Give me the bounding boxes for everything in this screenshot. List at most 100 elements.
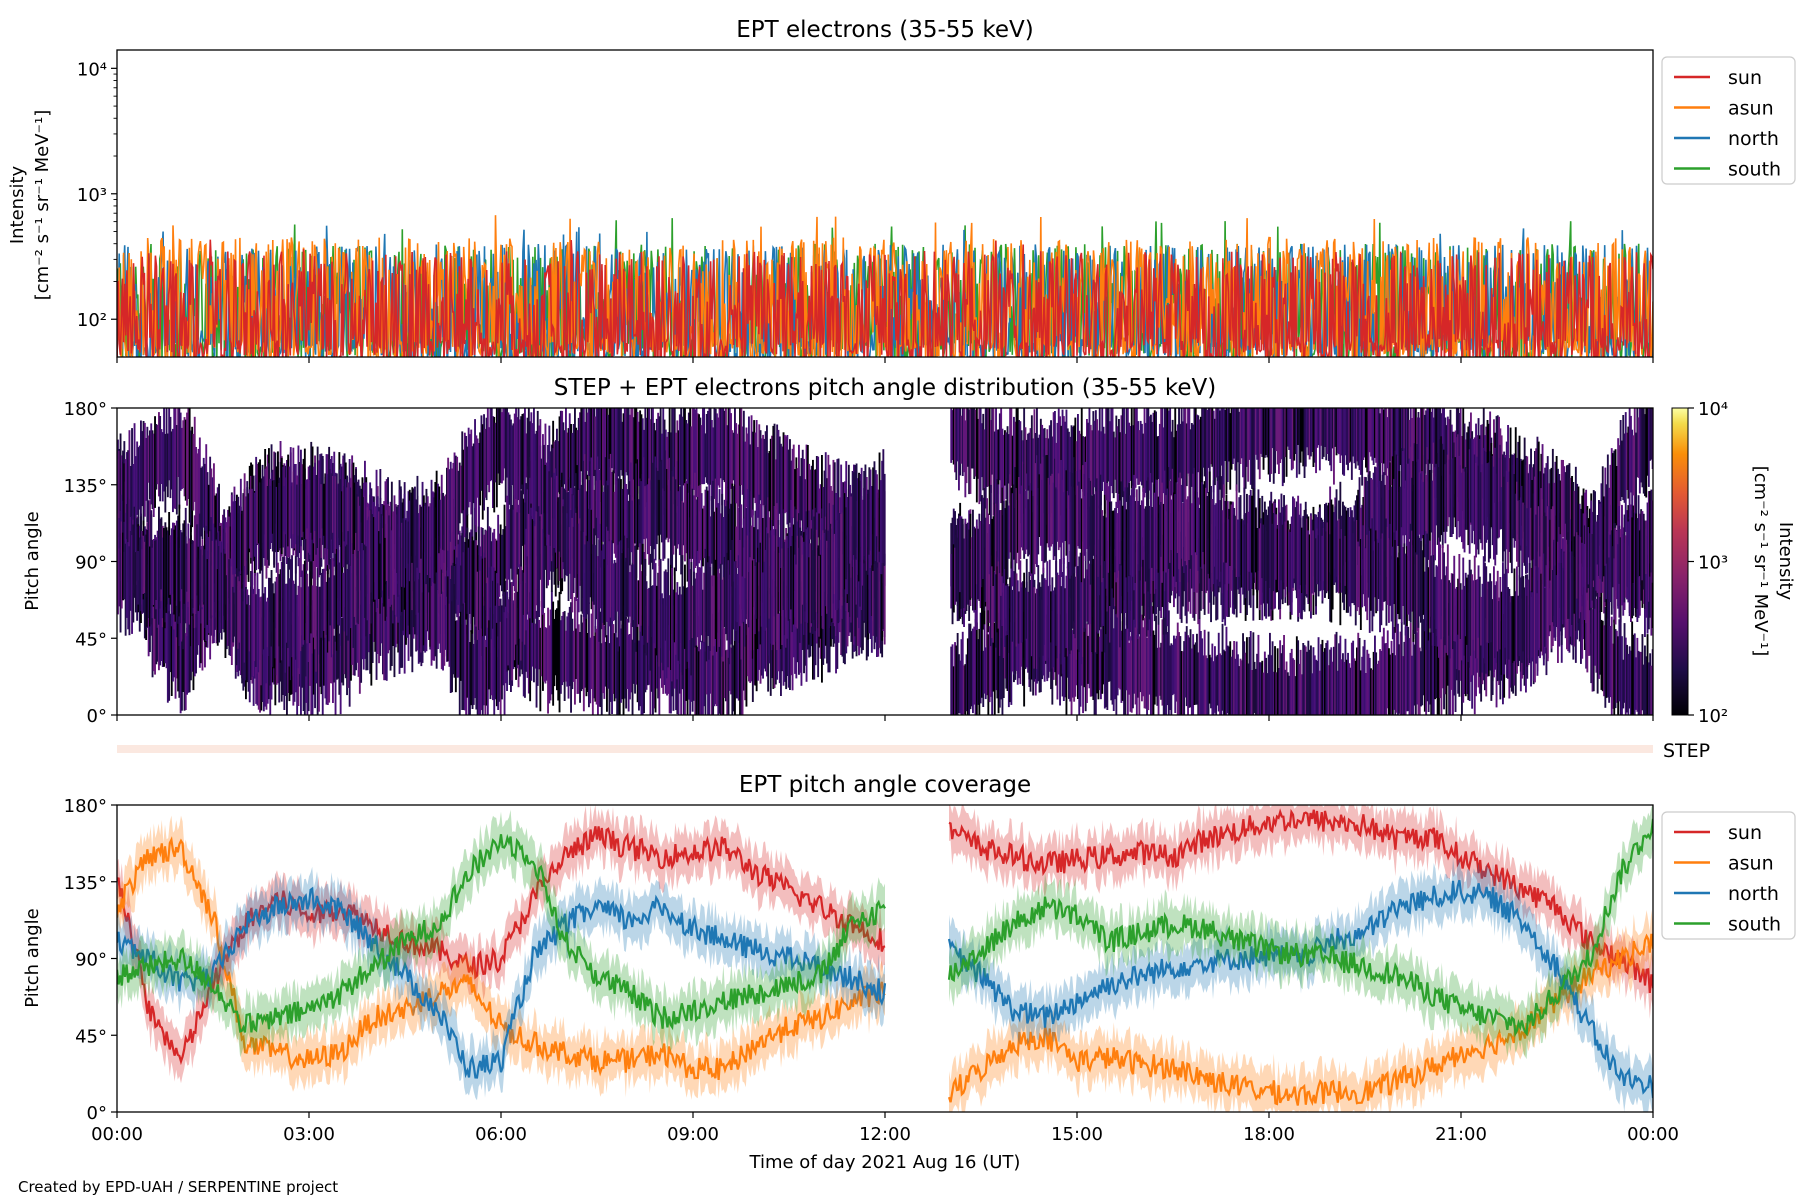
heatmap-cell: [440, 593, 443, 670]
heatmap-cell: [183, 520, 186, 604]
heatmap-cell: [1325, 408, 1328, 461]
heatmap-cell: [461, 431, 464, 514]
heatmap-cell: [415, 499, 418, 569]
heatmap-cell: [748, 529, 750, 581]
heatmap-cell: [1368, 408, 1371, 453]
heatmap-cell: [983, 429, 986, 510]
heatmap-cell: [958, 654, 960, 713]
heatmap-cell: [1416, 554, 1419, 632]
heatmap-cell: [1472, 580, 1475, 640]
heatmap-cell: [1555, 456, 1558, 563]
heatmap-cell: [510, 486, 512, 569]
heatmap-cell: [673, 605, 676, 689]
heatmap-cell: [1170, 512, 1173, 596]
heatmap-cell: [1438, 467, 1440, 561]
heatmap-cell: [160, 580, 163, 661]
heatmap-cell: [644, 616, 647, 693]
heatmap-cell: [1157, 496, 1160, 573]
heatmap-cell: [1176, 544, 1179, 614]
heatmap-cell: [320, 572, 323, 638]
heatmap-cell: [1249, 631, 1252, 715]
heatmap-cell: [552, 601, 555, 706]
heatmap-cell: [1148, 505, 1151, 569]
heatmap-cell: [654, 456, 657, 561]
heatmap-cell: [297, 445, 300, 536]
heatmap-cell: [824, 591, 827, 646]
heatmap-cell: [860, 524, 863, 610]
heatmap-cell: [1464, 467, 1467, 530]
heatmap-cell: [1119, 500, 1122, 564]
heatmap-cell: [1416, 444, 1419, 558]
heatmap-cell: [1455, 437, 1458, 540]
heatmap-cell: [566, 513, 569, 577]
heatmap-cell: [1331, 661, 1334, 715]
heatmap-cell: [617, 614, 620, 715]
heatmap-cell: [608, 541, 611, 627]
heatmap-cell: [123, 463, 126, 563]
heatmap-cell: [393, 556, 396, 678]
heatmap-cell: [623, 535, 626, 623]
heatmap-cell: [485, 583, 488, 667]
heatmap-cell: [401, 592, 404, 668]
heatmap-cell: [1549, 580, 1552, 626]
heatmap-cell: [1128, 482, 1131, 577]
heatmap-cell: [142, 535, 145, 594]
heatmap-cell: [671, 471, 674, 576]
heatmap-cell: [708, 556, 711, 660]
heatmap-cell: [981, 495, 983, 588]
x-axis: 00:00 03:00 06:00 09:00 12:00 15:00 18:00 21:00…: [91, 357, 1679, 1145]
heatmap-cell: [1175, 430, 1178, 521]
xtick-label: 09:00: [667, 1124, 719, 1145]
heatmap-cell: [876, 536, 878, 637]
heatmap-cell: [1434, 467, 1436, 561]
heatmap-cell: [513, 413, 516, 496]
heatmap-cell: [446, 540, 448, 627]
heatmap-cell: [397, 507, 400, 597]
heatmap-cell: [1613, 529, 1616, 623]
heatmap-cell: [1000, 619, 1003, 700]
heatmap-cell: [1182, 503, 1184, 567]
heatmap-cell: [1404, 627, 1407, 715]
heatmap-cell: [704, 628, 707, 715]
heatmap-cell: [1395, 625, 1398, 713]
heatmap-cell: [169, 613, 172, 673]
heatmap-cell: [1470, 569, 1472, 656]
heatmap-cell: [458, 462, 461, 524]
heatmap-cell: [312, 466, 315, 544]
heatmap-cell: [186, 627, 188, 695]
panel3-y-axis: 0°45°90°135°180°: [64, 796, 117, 1124]
heatmap-cell: [818, 555, 821, 637]
heatmap-cell: [1036, 588, 1038, 669]
heatmap-cell: [1057, 473, 1060, 551]
heatmap-cell: [1623, 623, 1626, 703]
heatmap-cell: [1348, 408, 1351, 463]
heatmap-cell: [1194, 642, 1197, 705]
heatmap-cell: [993, 622, 996, 715]
heatmap-cell: [288, 466, 291, 558]
heatmap-cell: [1310, 645, 1312, 715]
heatmap-cell: [1142, 537, 1145, 621]
heatmap-cell: [498, 605, 501, 702]
heatmap-cell: [768, 517, 771, 618]
heatmap-cell: [1124, 628, 1127, 715]
heatmap-cell: [1514, 493, 1517, 541]
heatmap-cell: [1116, 426, 1119, 508]
heatmap-cell: [499, 524, 502, 586]
heatmap-cell: [693, 495, 695, 581]
heatmap-cell: [1397, 623, 1399, 715]
heatmap-cell: [414, 541, 416, 635]
heatmap-cell: [188, 408, 191, 523]
heatmap-cell: [686, 483, 689, 582]
heatmap-cell: [1112, 510, 1115, 598]
heatmap-cell: [1555, 575, 1558, 623]
heatmap-cell: [1541, 563, 1544, 656]
heatmap-cell: [205, 525, 208, 641]
heatmap-cell: [1088, 478, 1091, 561]
heatmap-cell: [1617, 636, 1620, 715]
heatmap-cell: [809, 469, 812, 540]
heatmap-cell: [463, 549, 466, 649]
heatmap-cell: [1624, 637, 1627, 715]
heatmap-cell: [444, 563, 447, 634]
heatmap-cell: [535, 430, 538, 512]
heatmap-cell: [990, 617, 992, 697]
